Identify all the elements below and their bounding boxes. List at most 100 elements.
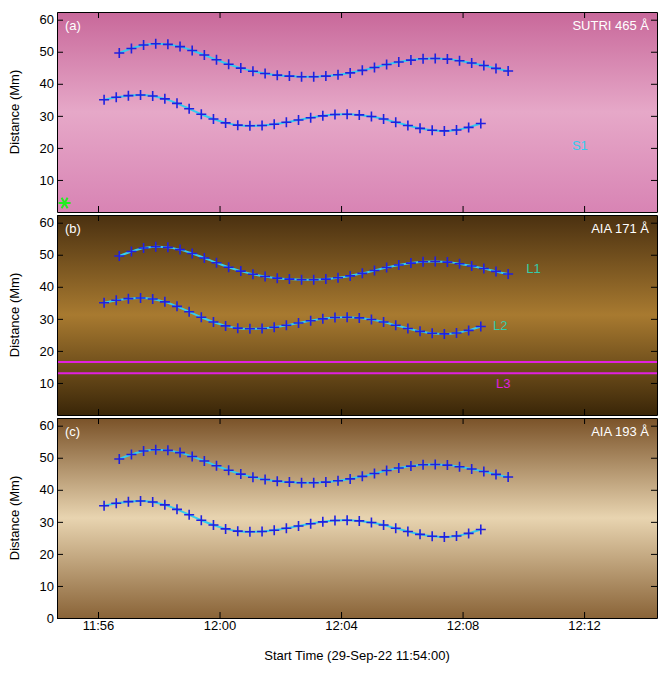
- cross-marker: [342, 515, 352, 525]
- tick: 10: [40, 376, 63, 391]
- cross-marker: [126, 247, 136, 257]
- cross-marker: [354, 313, 364, 323]
- cross-marker: [354, 110, 364, 120]
- cross-marker: [260, 272, 270, 282]
- cross-marker: [211, 461, 221, 471]
- cross-marker: [148, 497, 158, 507]
- cross-marker: [330, 516, 340, 526]
- cross-marker: [427, 531, 437, 541]
- cross-marker: [330, 110, 340, 120]
- cross-marker: [503, 66, 513, 76]
- tick: [651, 554, 657, 555]
- cross-marker: [382, 60, 392, 70]
- cross-marker: [269, 525, 279, 535]
- panel: 102030405060(a)SUTRI 465 ÅS1Distance (Mm…: [7, 12, 657, 213]
- cross-marker: [175, 42, 185, 52]
- axis-line: [58, 215, 658, 216]
- axis-line: [657, 13, 658, 213]
- cross-marker: [175, 448, 185, 458]
- cross-marker: [439, 532, 449, 542]
- cross-marker: [148, 294, 158, 304]
- cross-marker: [455, 259, 465, 269]
- cross-marker: [208, 520, 218, 530]
- tick: [651, 255, 657, 256]
- tick-label: 60: [40, 418, 54, 433]
- tick: [651, 522, 657, 523]
- x-axis-top: [58, 418, 658, 424]
- tick: [341, 409, 342, 415]
- tick: [463, 12, 464, 18]
- tick: [651, 20, 657, 21]
- cross-marker: [330, 313, 340, 323]
- tick: 11:56: [83, 612, 115, 633]
- cross-marker: [418, 54, 428, 64]
- cross-marker: [306, 316, 316, 326]
- cross-marker: [394, 260, 404, 270]
- tick-mark: [463, 206, 464, 212]
- tick-mark: [57, 84, 63, 85]
- tick-mark: [651, 554, 657, 555]
- cross-marker: [479, 61, 489, 71]
- tick-mark: [220, 206, 221, 212]
- tick-mark: [220, 418, 221, 424]
- tick-label: 30: [40, 515, 54, 530]
- tick-mark: [57, 148, 63, 149]
- tick-mark: [651, 383, 657, 384]
- cross-marker: [151, 39, 161, 49]
- tick: [651, 426, 657, 427]
- cross-marker: [406, 258, 416, 268]
- tick: 60: [40, 418, 63, 433]
- cross-marker: [245, 121, 255, 131]
- cross-marker: [403, 526, 413, 536]
- tick-mark: [98, 418, 99, 424]
- cross-marker: [221, 321, 231, 331]
- tick-mark: [57, 223, 63, 224]
- cross-marker: [257, 526, 267, 536]
- cross-marker: [257, 120, 267, 130]
- tick-mark: [341, 418, 342, 424]
- tick-mark: [98, 612, 99, 618]
- panel-label: (a): [65, 18, 81, 33]
- tick: [220, 409, 221, 415]
- tick-mark: [57, 586, 63, 587]
- cross-marker: [99, 95, 109, 105]
- tick: [651, 618, 657, 619]
- cross-marker: [111, 92, 121, 102]
- tick: [651, 383, 657, 384]
- cross-marker: [281, 320, 291, 330]
- cross-marker: [172, 301, 182, 311]
- cross-marker: [184, 510, 194, 520]
- cross-marker: [333, 476, 343, 486]
- tick-label: 0: [47, 611, 54, 626]
- tick-mark: [584, 418, 585, 424]
- tick-mark: [651, 490, 657, 491]
- cross-marker: [321, 71, 331, 81]
- cross-marker: [306, 519, 316, 529]
- tick-mark: [57, 351, 63, 352]
- cross-marker: [184, 104, 194, 114]
- tick-mark: [651, 426, 657, 427]
- cross-marker: [318, 517, 328, 527]
- tick: [220, 206, 221, 212]
- cross-marker: [427, 125, 437, 135]
- cross-marker: [476, 322, 486, 332]
- tick: 10: [40, 579, 63, 594]
- tick-label: 50: [40, 247, 54, 262]
- cross-marker: [114, 454, 124, 464]
- cross-marker: [442, 460, 452, 470]
- tick-mark: [57, 383, 63, 384]
- cross-marker: [233, 526, 243, 536]
- tick: [651, 319, 657, 320]
- cross-marker: [442, 257, 452, 267]
- panel: 102030405060(b)AIA 171 ÅL1L2L3Distance (…: [7, 215, 657, 416]
- tick-mark: [341, 215, 342, 221]
- tick-mark: [57, 20, 63, 21]
- cross-marker: [451, 125, 461, 135]
- tick-mark: [651, 180, 657, 181]
- cross-marker: [123, 497, 133, 507]
- cross-marker: [139, 243, 149, 253]
- cross-marker: [297, 478, 307, 488]
- cross-marker: [172, 98, 182, 108]
- tick: [98, 409, 99, 415]
- cross-marker: [345, 68, 355, 78]
